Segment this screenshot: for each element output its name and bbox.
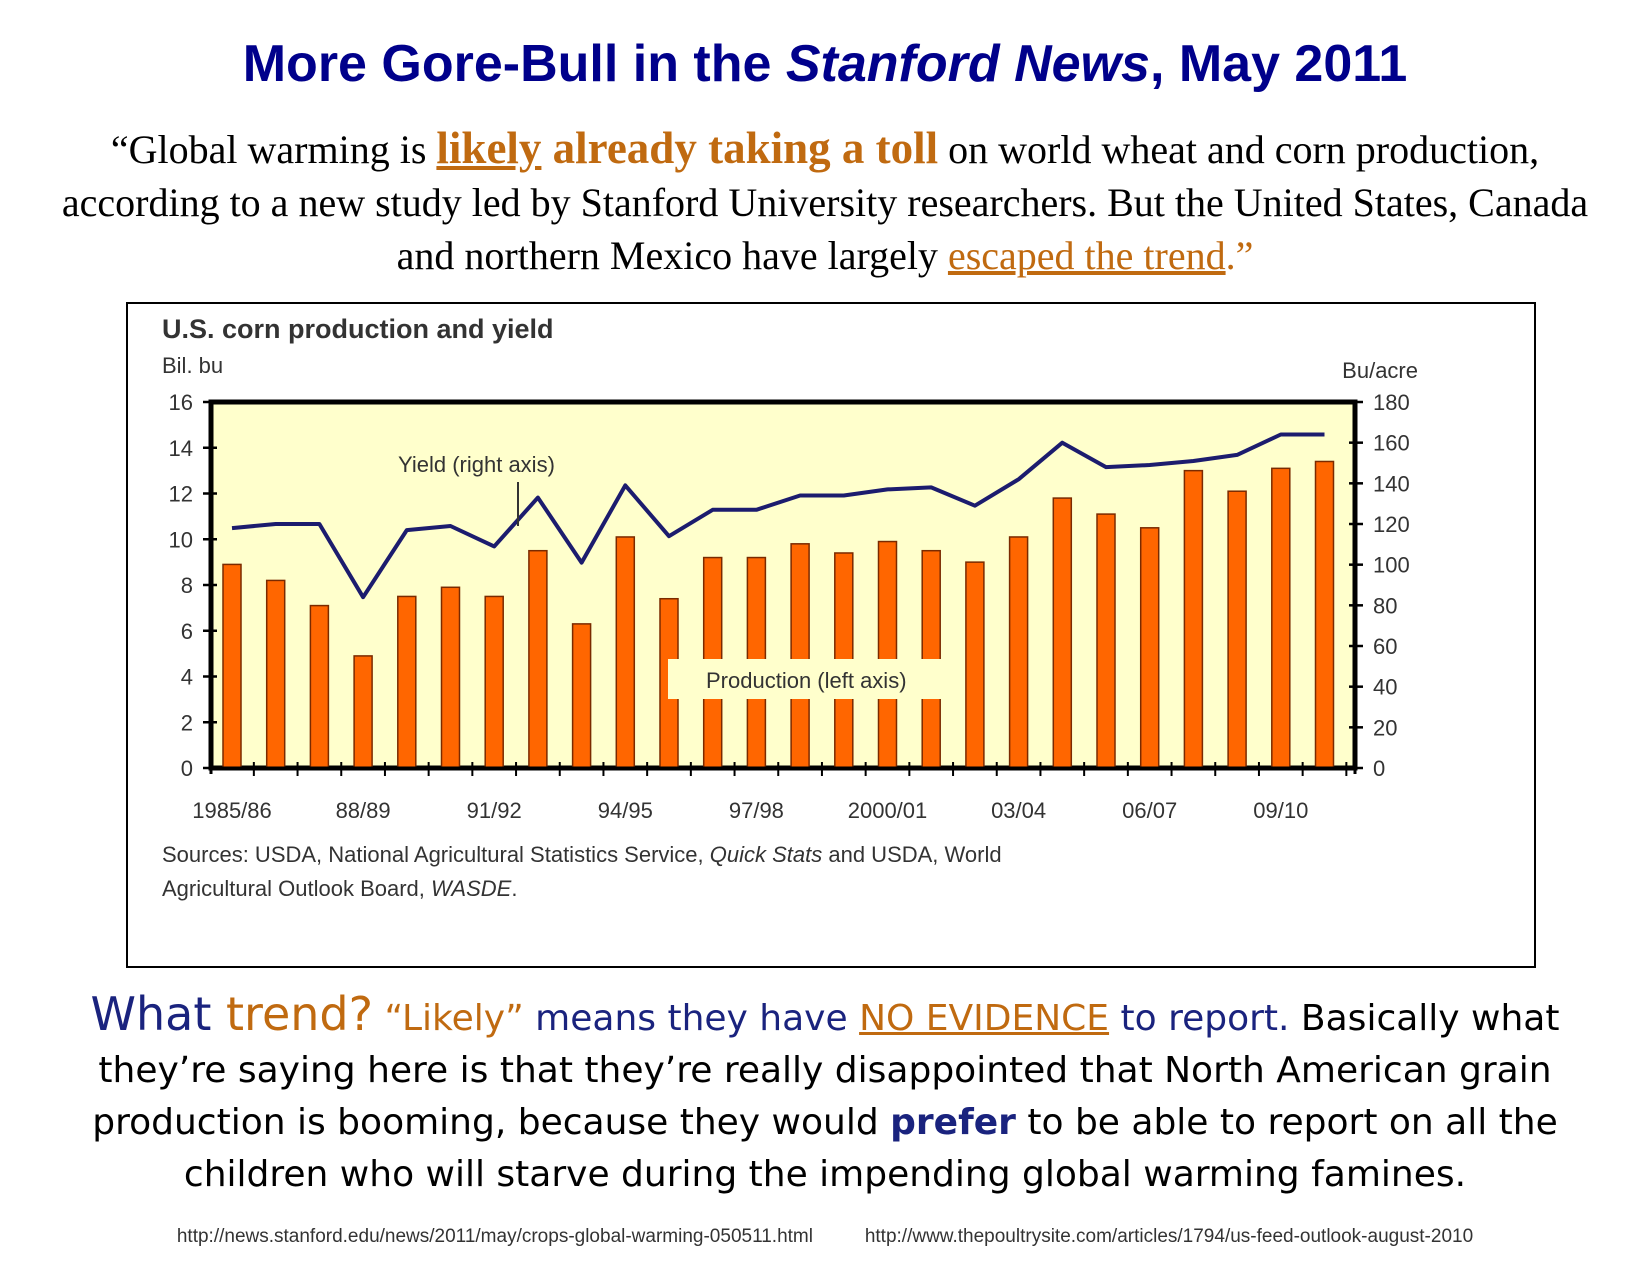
footer-url-stanford[interactable]: http://news.stanford.edu/news/2011/may/c… [176,1226,813,1247]
right-tick-label: 80 [1373,593,1397,618]
right-tick-label: 0 [1373,756,1385,781]
commentary-to-report: to report. [1109,998,1290,1039]
title-part2: , May 2011 [1149,35,1408,93]
production-bar [1052,497,1073,769]
production-bars [222,460,1335,769]
x-tick-label: 2000/01 [848,798,928,823]
footer-url-poultrysite[interactable]: http://www.thepoultrysite.com/articles/1… [864,1226,1474,1247]
production-bar [1096,513,1116,769]
commentary-trend: trend? [226,987,374,1041]
chart-axes: 0246810121416020406080100120140160180198… [169,390,1410,823]
production-bar [1271,467,1291,769]
commentary-no-evidence: NO EVIDENCE [859,998,1110,1039]
right-tick-label: 140 [1373,471,1410,496]
production-bar [484,595,504,769]
plot-area [208,399,1358,771]
production-bar [965,561,985,769]
x-tick-label: 1985/86 [192,798,272,823]
production-bar [1314,460,1335,769]
quote-toll: already taking a toll [541,123,939,173]
right-tick-label: 100 [1373,553,1410,578]
left-axis-unit: Bil. bu [162,353,223,378]
chart-title: U.S. corn production and yield [162,314,554,344]
right-tick-label: 40 [1373,675,1397,700]
production-bar [1183,469,1204,769]
production-bar [353,655,373,769]
footer-urls: http://news.stanford.edu/news/2011/may/c… [0,1226,1650,1248]
commentary-rest1: Basically what they’re saying here is th… [92,998,1560,1143]
production-bar [1008,536,1029,769]
commentary-prefer: prefer [890,1102,1016,1143]
production-bar [790,543,810,769]
chart-frame: U.S. corn production and yield Bil. bu B… [126,302,1536,968]
commentary-rest2: to be able to report on all the children… [183,1102,1558,1195]
chart-sources-line2: Agricultural Outlook Board, WASDE. [162,876,517,901]
quote-emphasis: likely already taking a toll [436,123,938,173]
left-tick-label: 14 [169,436,193,461]
production-bar [222,563,242,769]
x-tick-label: 97/98 [729,798,784,823]
x-tick-label: 06/07 [1122,798,1177,823]
right-axis-unit: Bu/acre [1342,358,1418,383]
production-bar [440,586,461,769]
quote-body: on world wheat and corn production, acco… [61,127,1589,278]
right-tick-label: 60 [1373,634,1397,659]
yield-line [231,432,1325,600]
slide-title: More Gore-Bull in the Stanford News, May… [0,34,1650,94]
x-tick-label: 88/89 [336,798,391,823]
title-part1: More Gore-Bull in the [242,35,786,93]
left-tick-label: 6 [181,619,193,644]
corn-chart: U.S. corn production and yield Bil. bu B… [162,314,1418,901]
left-tick-label: 10 [169,527,193,552]
chart-sources-line1: Sources: USDA, National Agricultural Sta… [162,842,1002,867]
left-tick-label: 0 [181,756,193,781]
production-label-bg [668,659,944,699]
x-tick-label: 91/92 [467,798,522,823]
title-italic: Stanford News [785,35,1150,93]
left-tick-label: 16 [169,390,193,415]
production-bar [1139,527,1160,769]
production-bar [528,549,548,769]
production-bar [615,536,636,769]
left-tick-label: 12 [169,482,193,507]
quote-close: .” [1225,233,1254,278]
right-tick-label: 20 [1373,715,1397,740]
production-bar [1227,490,1247,769]
x-tick-label: 09/10 [1253,798,1308,823]
right-tick-label: 160 [1373,431,1410,456]
commentary-what: What [90,987,226,1041]
right-tick-label: 180 [1373,390,1410,415]
commentary: What trend? “Likely” means they have NO … [40,988,1610,1201]
commentary-means: means they have [523,998,860,1039]
production-bar [309,604,330,769]
production-bar [397,595,417,769]
production-bar [265,579,286,769]
production-bar [877,540,898,769]
commentary-likely: “Likely” [373,998,524,1039]
production-bar [571,623,592,769]
quote-likely: likely [436,123,542,173]
right-tick-label: 120 [1373,512,1410,537]
left-tick-label: 8 [181,573,193,598]
left-tick-label: 4 [181,665,193,690]
production-label: Production (left axis) [706,668,907,693]
news-quote: “Global warming is likely already taking… [60,122,1590,282]
x-tick-label: 94/95 [598,798,653,823]
yield-label: Yield (right axis) [398,452,555,477]
x-tick-label: 03/04 [991,798,1046,823]
quote-open: “Global warming is [110,127,437,172]
left-tick-label: 2 [181,710,193,735]
quote-escaped-link[interactable]: escaped the trend [947,233,1226,278]
